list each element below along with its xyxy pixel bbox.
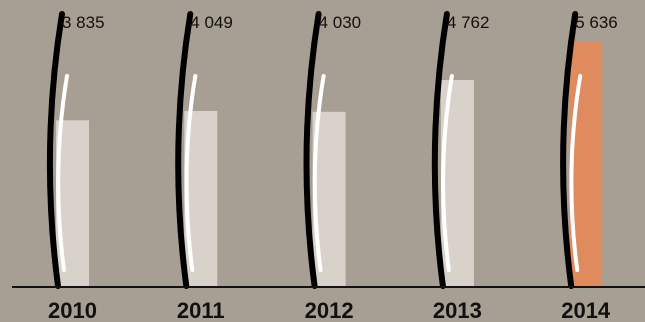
- bracket-arc-2013: [431, 11, 450, 289]
- value-label-2011: 4 049: [190, 13, 233, 32]
- bracket-arc-2010: [46, 11, 65, 289]
- category-label-2012: 2012: [305, 298, 354, 322]
- bracket-arc-2011: [175, 11, 194, 289]
- value-label-2010: 3 835: [62, 13, 105, 32]
- category-label-2013: 2013: [433, 298, 482, 322]
- highlight-arc-2012: [312, 74, 326, 272]
- bracket-arc-2014: [560, 11, 579, 289]
- category-label-2010: 2010: [48, 298, 97, 322]
- value-label-2012: 4 030: [319, 13, 362, 32]
- highlight-arc-2011: [184, 74, 198, 272]
- category-label-2014: 2014: [561, 298, 611, 322]
- highlight-arc-2013: [441, 74, 454, 272]
- highlight-arc-2014: [569, 74, 583, 272]
- value-label-2013: 4 762: [447, 13, 490, 32]
- value-label-2014: 5 636: [575, 13, 618, 32]
- chart-marks: 3 835 2010 4 049 2011 4 030 2012 4 762 2013 5 63…: [46, 11, 618, 322]
- category-label-2011: 2011: [177, 298, 225, 322]
- highlight-arc-2010: [56, 74, 69, 272]
- bracket-arc-2012: [303, 11, 322, 289]
